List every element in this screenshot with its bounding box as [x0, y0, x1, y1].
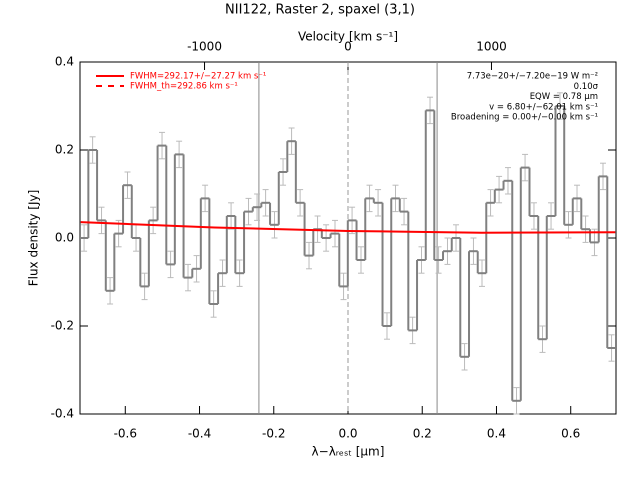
legend-label: FWHM=292.17+/−27.27 km s⁻¹ [130, 72, 266, 82]
x-tick-label: -0.2 [262, 427, 285, 441]
x2-tick-label: 0 [344, 40, 352, 54]
annotation: EQW = 0.78 μm [530, 92, 598, 102]
x-tick-label: -0.6 [114, 427, 137, 441]
x-tick-label: 0.0 [338, 427, 357, 441]
y-tick-label: 0.4 [55, 55, 74, 69]
y-tick-label: -0.2 [51, 319, 74, 333]
y-tick-label: 0.2 [55, 143, 74, 157]
x-tick-label: 0.4 [487, 427, 506, 441]
x-tick-label: 0.6 [561, 427, 580, 441]
x2-tick-label: 1000 [476, 40, 507, 54]
y-tick-label: -0.4 [51, 407, 74, 421]
x2-tick-label: -1000 [187, 40, 222, 54]
x2-axis-label: Velocity [km s⁻¹] [298, 30, 398, 44]
chart-title: NII122, Raster 2, spaxel (3,1) [225, 3, 415, 18]
x-tick-label: -0.4 [188, 427, 211, 441]
annotation: 7.73e−20+/−7.20e−19 W m⁻² [467, 72, 598, 82]
fit-line [80, 221, 616, 234]
legend-label: FWHM_th=292.86 km s⁻¹ [130, 82, 238, 92]
annotation: v = 6.80+/−62.01 km s⁻¹ [489, 102, 598, 112]
x-axis-label: λ−λᵣₑₛₜ [μm] [312, 445, 385, 459]
x-tick-label: 0.2 [413, 427, 432, 441]
annotation: 0.10σ [574, 82, 599, 92]
y-axis-label: Flux density [Jy] [27, 190, 41, 287]
y-tick-label: 0.0 [55, 231, 74, 245]
annotation: Broadening = 0.00+/−0.00 km s⁻¹ [451, 113, 598, 123]
